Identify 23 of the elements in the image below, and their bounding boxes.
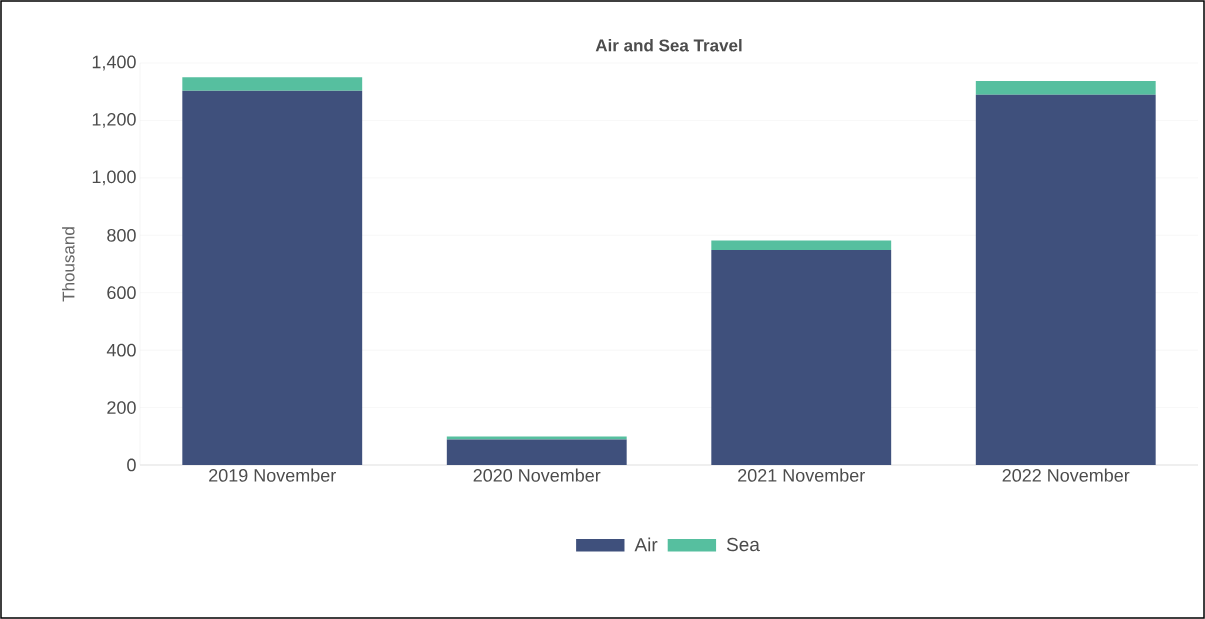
bar [975, 94, 1156, 465]
legend-label: Sea [726, 537, 760, 552]
chart-title: Air and Sea Travel [595, 38, 742, 52]
y-tick-label: 0 [127, 458, 136, 472]
y-axis-title: Thousand [62, 227, 75, 302]
bar [711, 240, 892, 250]
y-tick-label: 800 [107, 228, 136, 242]
legend-label: Air [634, 537, 658, 552]
y-tick-label: 600 [107, 286, 136, 300]
y-tick-label: 1,200 [92, 112, 136, 128]
y-tick-label: 400 [106, 343, 136, 357]
bar [182, 90, 363, 465]
x-tick-label: 2019 November [209, 468, 336, 482]
bar [975, 81, 1156, 95]
x-tick-label: 2021 November [738, 468, 865, 482]
bar [182, 77, 363, 91]
bar [711, 249, 892, 465]
x-tick-label: 2020 November [473, 468, 601, 482]
y-tick-label: 1,400 [92, 55, 136, 71]
y-tick-label: 200 [107, 401, 136, 414]
x-tick-label: 2022 November [1002, 468, 1130, 482]
y-tick-label: 1,000 [92, 170, 136, 186]
bar [446, 439, 627, 465]
